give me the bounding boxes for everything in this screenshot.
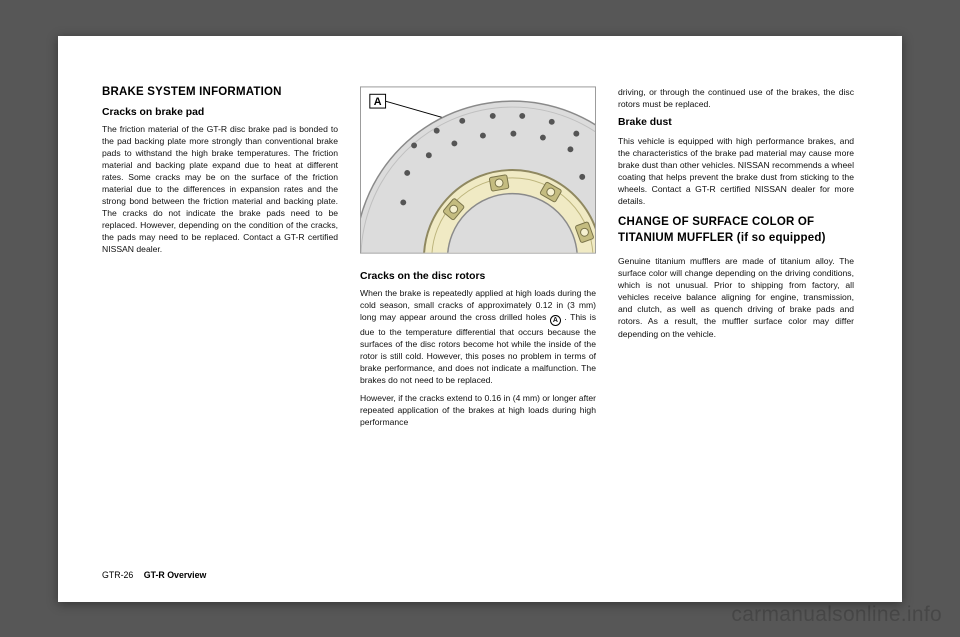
paragraph-rotors-1: When the brake is repeatedly applied at … xyxy=(360,287,596,386)
manual-page: BRAKE SYSTEM INFORMATION Cracks on brake… xyxy=(58,36,902,602)
page-footer: GTR-26 GT-R Overview xyxy=(102,570,206,580)
paragraph-rotors-3: driving, or through the continued use of… xyxy=(618,86,854,110)
subheading-cracks-pad: Cracks on brake pad xyxy=(102,107,338,118)
paragraph-muffler: Genuine titanium mufflers are made of ti… xyxy=(618,255,854,339)
column-1: BRAKE SYSTEM INFORMATION Cracks on brake… xyxy=(102,86,338,552)
column-2: A xyxy=(360,86,596,552)
paragraph-rotors-1b: . This is due to the temperature differe… xyxy=(360,312,596,385)
disc-rotor-figure: A xyxy=(360,86,596,254)
heading-brake-system: BRAKE SYSTEM INFORMATION xyxy=(102,86,338,98)
subheading-cracks-rotors: Cracks on the disc rotors xyxy=(360,271,596,282)
watermark-text: carmanualsonline.info xyxy=(731,603,942,627)
section-title: GT-R Overview xyxy=(144,570,207,580)
paragraph-cracks-pad: The friction material of the GT-R disc b… xyxy=(102,123,338,255)
heading-titanium-muffler: CHANGE OF SURFACE COLOR OF TITANIUM MUFF… xyxy=(618,215,854,246)
svg-text:A: A xyxy=(374,96,382,108)
paragraph-rotors-2: However, if the cracks extend to 0.16 in… xyxy=(360,392,596,428)
page-number: GTR-26 xyxy=(102,570,133,580)
subheading-brake-dust: Brake dust xyxy=(618,116,854,130)
columns: BRAKE SYSTEM INFORMATION Cracks on brake… xyxy=(102,86,854,552)
callout-a-icon: A xyxy=(550,315,561,326)
paragraph-brake-dust: This vehicle is equipped with high perfo… xyxy=(618,135,854,207)
column-3: driving, or through the continued use of… xyxy=(618,86,854,552)
